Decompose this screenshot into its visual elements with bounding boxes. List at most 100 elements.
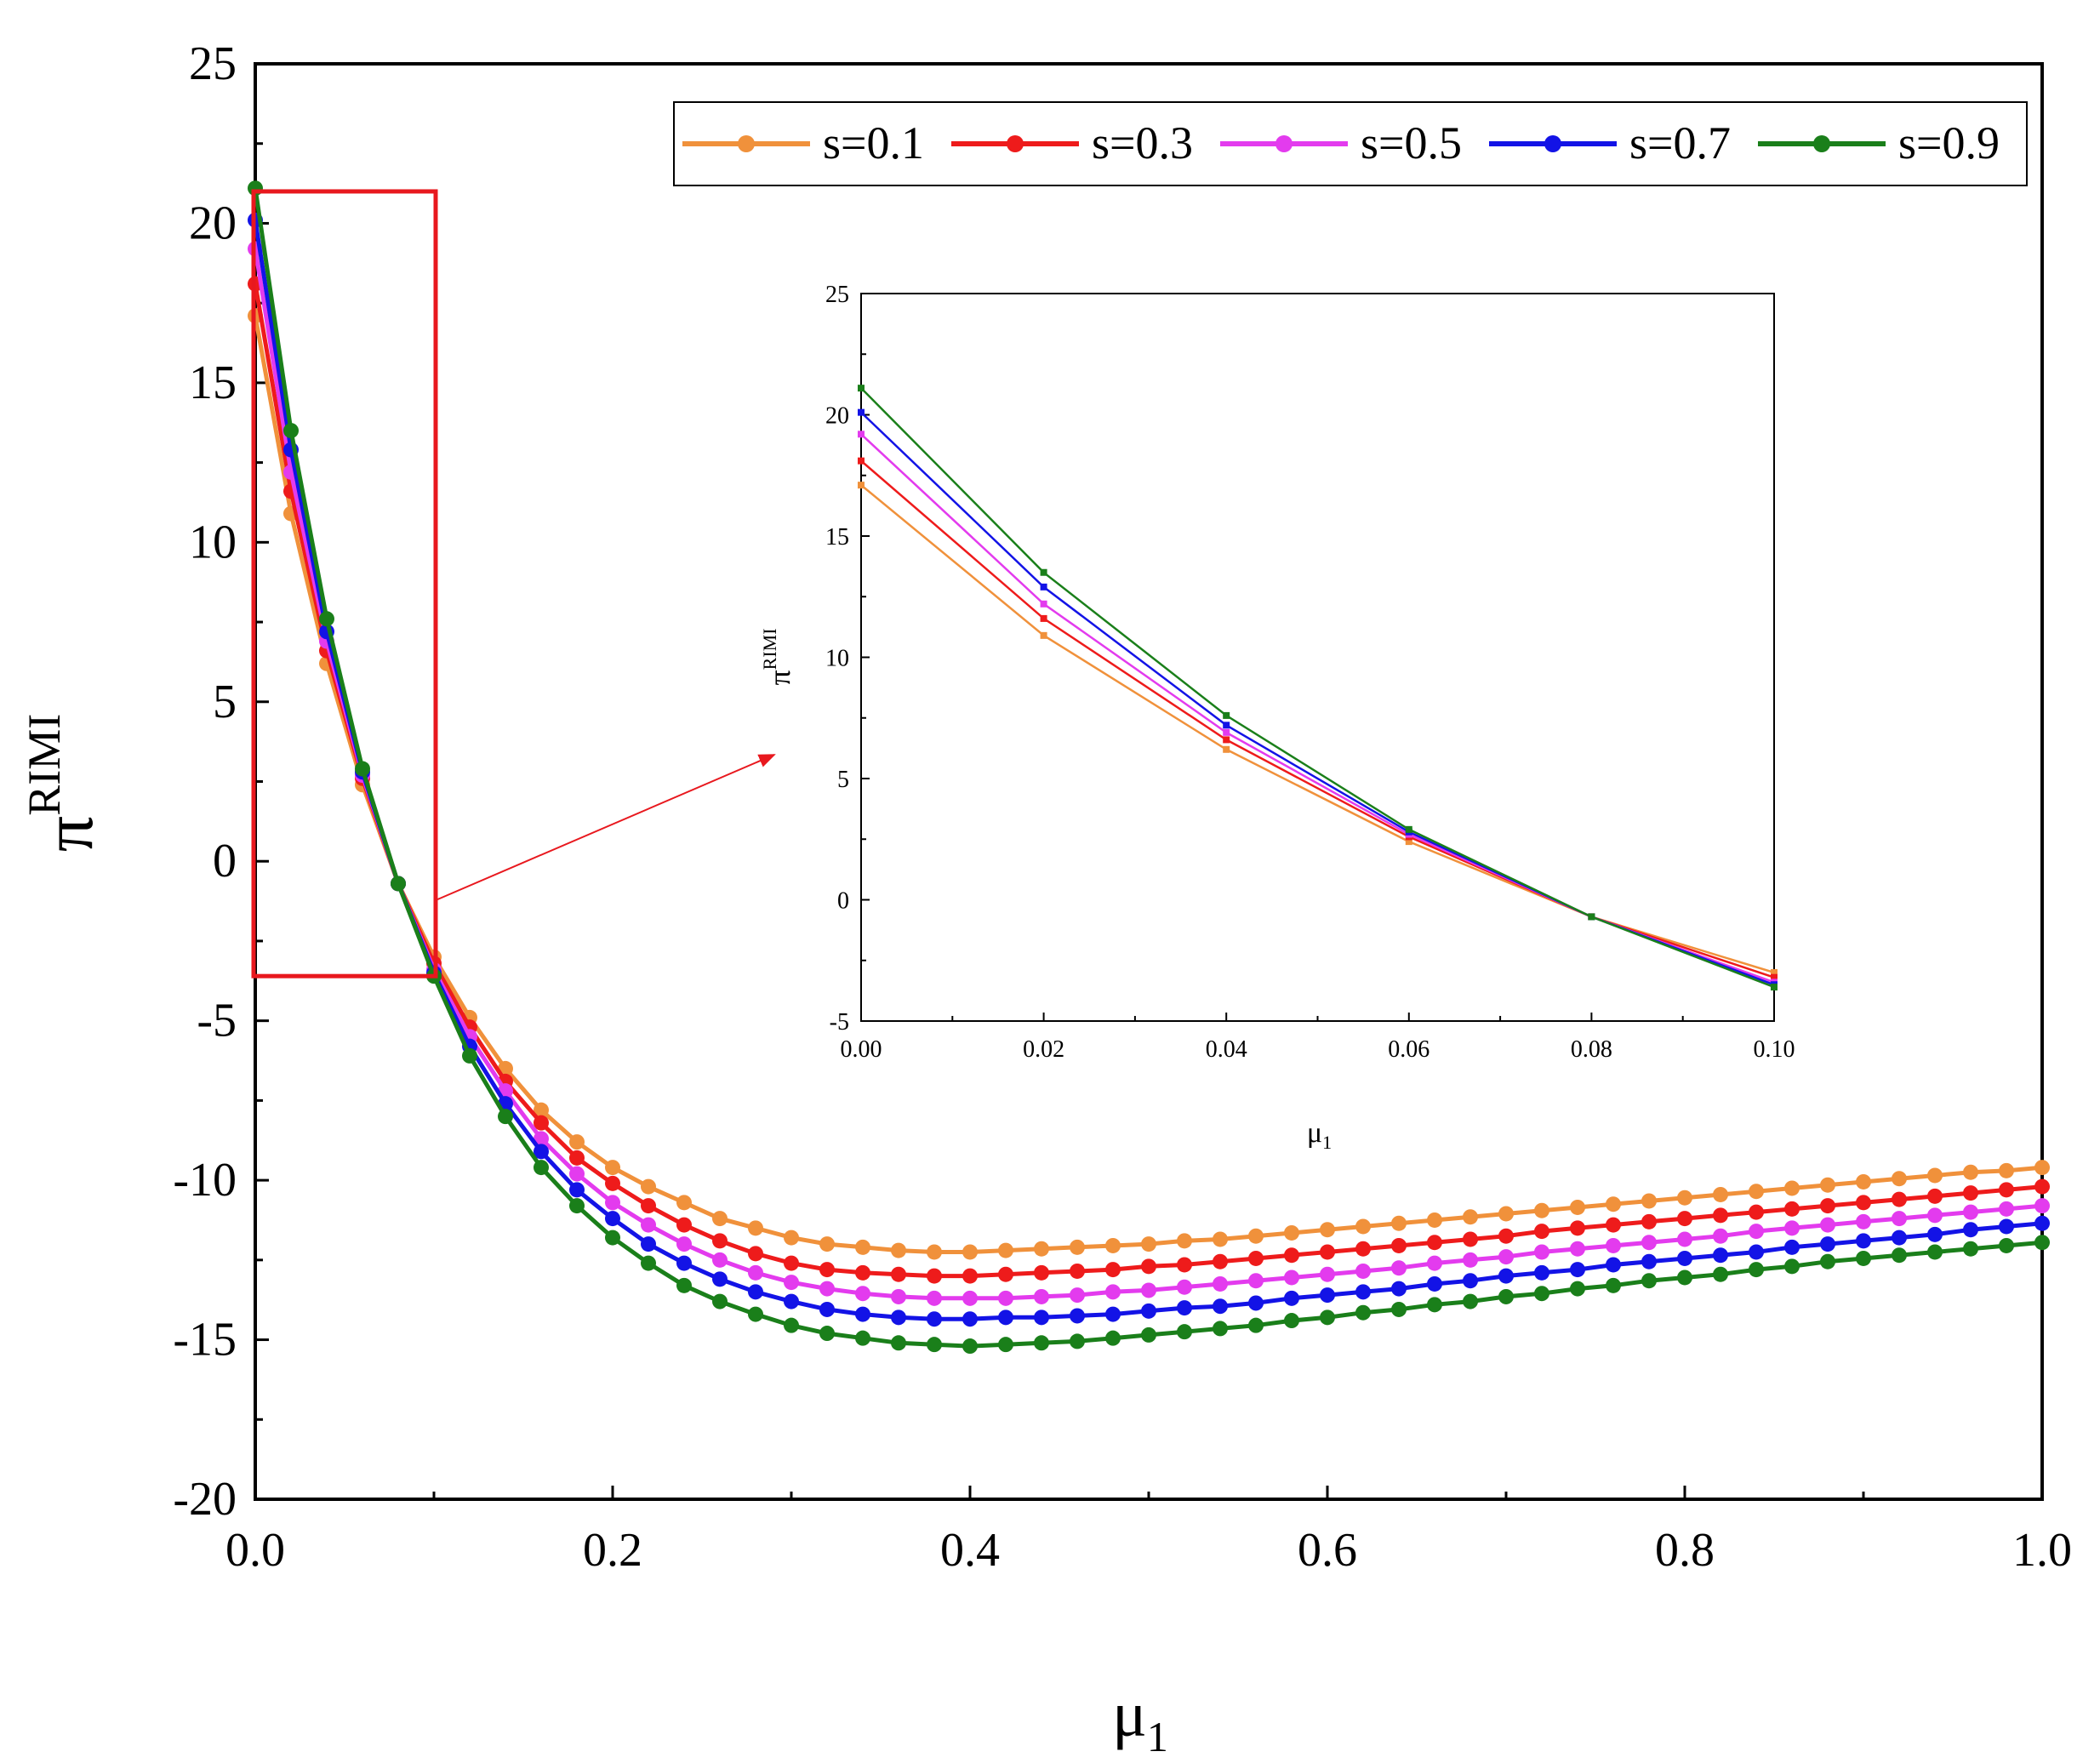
main-data-point	[1999, 1201, 2014, 1217]
main-data-point	[1213, 1253, 1228, 1269]
inset-data-point	[858, 431, 865, 438]
main-data-point	[1999, 1162, 2014, 1178]
main-data-point	[1034, 1335, 1049, 1351]
main-data-point	[1784, 1220, 1800, 1236]
main-data-point	[1070, 1263, 1085, 1279]
main-data-point	[641, 1217, 656, 1233]
main-data-point	[1892, 1171, 1907, 1187]
main-data-point	[927, 1290, 942, 1306]
inset-y-axis-title: πRIMI	[759, 628, 796, 685]
main-data-point	[391, 876, 406, 892]
main-data-point	[1248, 1228, 1264, 1244]
main-data-point	[1641, 1273, 1657, 1289]
main-data-point	[1034, 1241, 1049, 1257]
main-x-tick-label: 0.2	[583, 1524, 642, 1577]
main-data-point	[1177, 1324, 1192, 1340]
main-data-point	[1606, 1237, 1621, 1253]
main-data-point	[641, 1198, 656, 1214]
main-data-point	[1713, 1207, 1728, 1224]
main-data-point	[1784, 1258, 1800, 1275]
main-data-point	[534, 1102, 549, 1118]
main-data-point	[1677, 1190, 1692, 1206]
main-data-point	[962, 1244, 978, 1260]
main-data-point	[1034, 1264, 1049, 1281]
legend-swatch-marker	[1813, 135, 1830, 152]
main-data-point	[1963, 1222, 1978, 1238]
main-data-point	[1820, 1253, 1835, 1269]
main-data-point	[1391, 1281, 1407, 1297]
inset-data-point	[1223, 736, 1230, 744]
main-data-point	[1606, 1196, 1621, 1212]
main-data-point	[676, 1277, 692, 1293]
main-data-point	[1034, 1288, 1049, 1304]
main-data-point	[283, 423, 299, 439]
main-data-point	[1713, 1266, 1728, 1282]
legend-label: s=0.7	[1629, 117, 1731, 168]
main-data-point	[855, 1286, 870, 1302]
inset-series-s=0.9	[858, 385, 1778, 991]
main-data-point	[1248, 1250, 1264, 1266]
main-data-point	[748, 1306, 763, 1322]
main-data-point	[1320, 1222, 1335, 1238]
main-data-point	[534, 1144, 549, 1160]
main-data-point	[748, 1246, 763, 1262]
inset-data-point	[858, 408, 865, 416]
main-data-point	[819, 1236, 835, 1252]
main-data-point	[891, 1242, 906, 1258]
main-data-point	[1534, 1286, 1549, 1302]
main-series-s=0.1	[248, 308, 2050, 1260]
main-data-point	[1427, 1255, 1442, 1271]
main-data-point	[676, 1236, 692, 1252]
main-data-point	[1498, 1288, 1514, 1304]
main-data-point	[498, 1109, 513, 1125]
main-data-point	[998, 1266, 1013, 1282]
main-data-point	[605, 1160, 620, 1176]
main-data-point	[998, 1290, 1013, 1306]
main-data-point	[927, 1244, 942, 1260]
main-data-point	[1355, 1241, 1371, 1257]
main-data-point	[927, 1337, 942, 1353]
main-data-point	[534, 1115, 549, 1131]
main-data-point	[1677, 1269, 1692, 1286]
main-data-point	[891, 1266, 906, 1282]
inset-y-tick-label: 20	[825, 403, 849, 430]
main-data-point	[534, 1160, 549, 1176]
main-y-tick-label: 10	[189, 516, 237, 568]
inset-data-point	[1223, 745, 1230, 753]
main-data-point	[1427, 1275, 1442, 1292]
main-x-tick-label: 0.0	[225, 1524, 285, 1577]
inset-x-axis-title: μ1	[1307, 1117, 1332, 1153]
main-data-point	[1391, 1260, 1407, 1276]
main-data-point	[1999, 1237, 2014, 1253]
main-data-point	[1856, 1213, 1871, 1230]
main-data-point	[819, 1301, 835, 1317]
main-data-point	[605, 1230, 620, 1246]
inset-x-axis-title-subscript: 1	[1322, 1132, 1332, 1153]
main-data-point	[676, 1195, 692, 1211]
inset-data-point	[1040, 600, 1047, 608]
zoom-pointer-arrow	[435, 754, 776, 901]
main-data-point	[605, 1211, 620, 1227]
main-data-point	[1105, 1262, 1121, 1278]
main-y-tick-label: -5	[197, 995, 237, 1047]
main-data-point	[1320, 1244, 1335, 1260]
main-data-point	[712, 1252, 728, 1268]
inset-data-point	[1223, 728, 1230, 736]
main-data-point	[1284, 1269, 1299, 1286]
main-data-point	[1641, 1193, 1657, 1209]
main-data-point	[1177, 1233, 1192, 1249]
main-data-point	[927, 1311, 942, 1327]
main-data-point	[1070, 1308, 1085, 1324]
main-data-point	[641, 1255, 656, 1271]
main-data-point	[1927, 1244, 1943, 1260]
main-data-point	[1177, 1279, 1192, 1295]
main-data-point	[1463, 1209, 1478, 1225]
main-data-point	[1284, 1247, 1299, 1264]
main-data-point	[1749, 1262, 1764, 1278]
main-data-point	[1570, 1262, 1585, 1278]
main-data-point	[1355, 1284, 1371, 1300]
main-data-point	[1427, 1297, 1442, 1313]
main-data-point	[1641, 1235, 1657, 1251]
inset-data-point	[858, 482, 865, 489]
